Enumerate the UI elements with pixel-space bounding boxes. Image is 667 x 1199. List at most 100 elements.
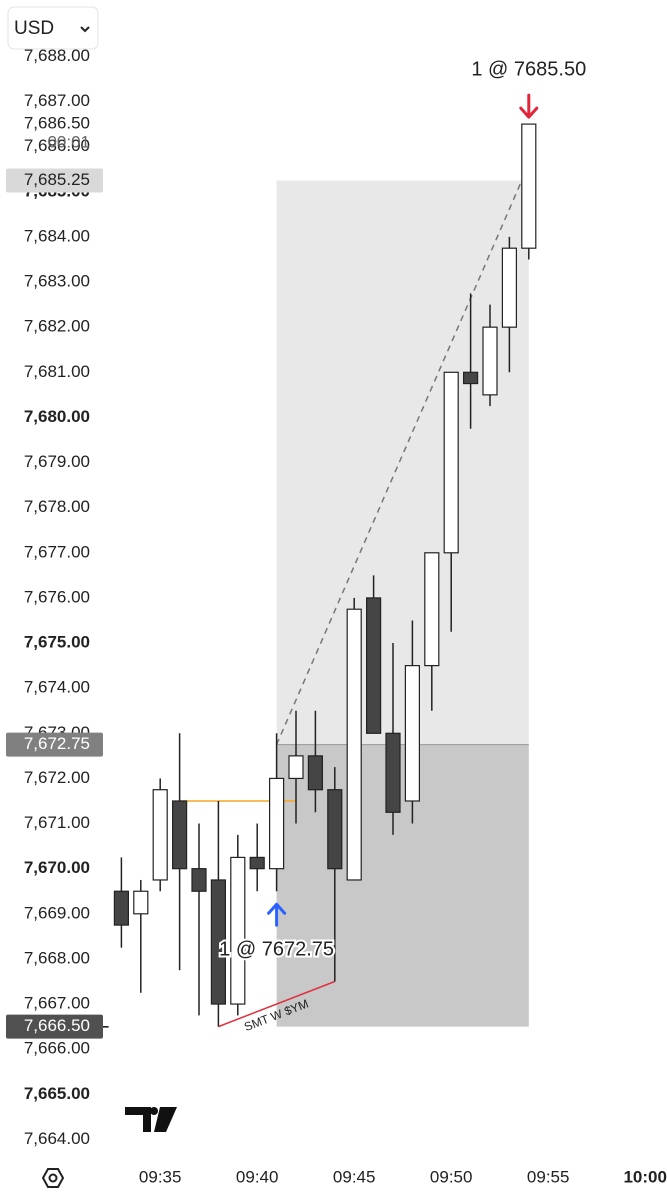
drawn-line (218, 980, 336, 1028)
candle (288, 710, 304, 824)
candle-body (424, 552, 440, 667)
candles-layer (113, 123, 537, 1027)
currency-label: USD (14, 18, 54, 39)
candle-body (230, 856, 246, 1005)
candle (366, 575, 382, 734)
overlay-layer: 09:35 09:40 09:45 09:50 09:55 10:00 1 @ 7672.7… (6, 6, 667, 1188)
background-layer: 7,664.00 7,665.00 7,666.00 7,667.00 7,668.00… (24, 46, 529, 1148)
price-label-box (6, 168, 103, 193)
candle (424, 552, 440, 711)
candle-body (307, 755, 323, 791)
y-tick-label: 7,665.00 (24, 1084, 90, 1103)
candle-body (443, 371, 459, 554)
candle-body (172, 800, 188, 870)
y-tick-label: 7,666.00 (24, 1039, 90, 1058)
price-label: 7,686.50 (24, 114, 90, 133)
buy-arrow (267, 902, 287, 927)
candle (113, 857, 130, 948)
position-target-zone (276, 180, 529, 745)
y-tick-label: 7,687.00 (24, 91, 90, 110)
y-tick-label: 7,679.00 (24, 452, 90, 471)
candle (172, 733, 188, 971)
y-tick-label: 7,688.00 (24, 46, 90, 65)
candle-body (210, 879, 226, 1005)
y-tick-label: 7,667.00 (24, 994, 90, 1013)
price-label: 7,685.25 (24, 170, 90, 189)
y-tick-label: 7,670.00 (24, 858, 90, 877)
candle (307, 710, 323, 813)
candle (230, 834, 246, 1016)
candle-body (249, 856, 265, 870)
currency-dropdown[interactable] (7, 6, 99, 50)
price-label: 7,666.50 (24, 1016, 90, 1035)
y-tick-label: 7,678.00 (24, 497, 90, 516)
price-label-box (6, 1014, 103, 1039)
position-path (275, 180, 523, 745)
candle-body (327, 789, 343, 870)
candle-body (501, 247, 517, 328)
candle (521, 123, 537, 260)
settings-icon-center (48, 1173, 58, 1183)
candle-body (346, 608, 362, 881)
y-tick-label: 7,677.00 (24, 542, 90, 561)
x-tick-label: 10:00 (623, 1167, 666, 1186)
tradingview-logo-dot (150, 1107, 158, 1115)
tradingview-logo (125, 1107, 177, 1132)
sell-arrow (519, 93, 539, 119)
x-tick-label: 09:55 (527, 1167, 570, 1186)
candle (501, 236, 517, 373)
settings-icon[interactable] (41, 1168, 65, 1188)
y-tick-label: 7,671.00 (24, 813, 90, 832)
y-tick-label: 7,669.00 (24, 903, 90, 922)
candle-body (521, 123, 537, 249)
candle (327, 767, 343, 982)
dropdown-chevron (80, 26, 90, 33)
y-tick-label: 7,680.00 (24, 407, 90, 426)
candle-body (152, 789, 168, 881)
candle (133, 879, 149, 993)
y-tick-label: 7,682.00 (24, 317, 90, 336)
candle-body (482, 326, 498, 396)
candle-body (404, 665, 420, 802)
trade-label: 1 @ 7672.75 (219, 939, 334, 961)
candle-body (133, 890, 149, 915)
candle (346, 597, 362, 881)
trade-label: 1 @ 7685.50 (471, 58, 586, 80)
candle-body (385, 732, 401, 813)
candle (269, 733, 285, 892)
y-tick-label: 7,674.00 (24, 678, 90, 697)
y-tick-label: 7,675.00 (24, 633, 90, 652)
y-tick-label: 7,684.00 (24, 226, 90, 245)
y-tick-label: 7,664.00 (24, 1129, 90, 1148)
candle (482, 304, 498, 407)
x-tick-label: 09:50 (430, 1167, 473, 1186)
price-countdown: 00:01 (47, 133, 90, 152)
y-tick-label: 7,681.00 (24, 362, 90, 381)
price-label-box (6, 732, 103, 757)
candle (463, 293, 479, 429)
candle-body (288, 755, 304, 780)
price-label: 7,672.75 (24, 734, 90, 753)
x-tick-label: 09:35 (139, 1167, 182, 1186)
position-stop-zone (276, 744, 529, 1027)
candle (152, 778, 168, 892)
candle (443, 371, 459, 632)
y-tick-label: 7,686.00 (24, 136, 90, 155)
y-tick-label: 7,668.00 (24, 948, 90, 967)
candle (385, 643, 401, 835)
candle-body (366, 597, 382, 734)
candle (249, 823, 265, 892)
y-tick-label: 7,683.00 (24, 272, 90, 291)
candle-body (113, 890, 130, 926)
candle-body (191, 868, 207, 892)
candle-body (463, 371, 479, 385)
y-tick-label: 7,672.00 (24, 768, 90, 787)
candle (210, 800, 226, 1027)
candle (404, 620, 420, 824)
y-tick-label: 7,676.00 (24, 587, 90, 606)
x-tick-label: 09:40 (236, 1167, 279, 1186)
candle-body (269, 777, 285, 870)
x-tick-label: 09:45 (333, 1167, 376, 1186)
